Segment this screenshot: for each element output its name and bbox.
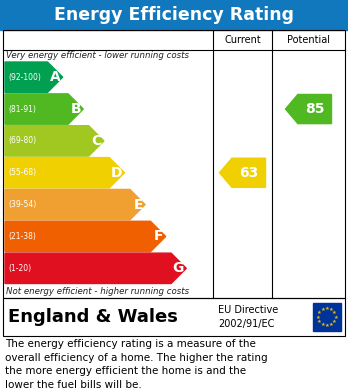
Text: B: B xyxy=(70,102,81,116)
Polygon shape xyxy=(5,221,166,252)
Text: ★: ★ xyxy=(332,310,337,315)
Text: (39-54): (39-54) xyxy=(8,200,36,209)
Text: The energy efficiency rating is a measure of the
overall efficiency of a home. T: The energy efficiency rating is a measur… xyxy=(5,339,268,390)
Text: Current: Current xyxy=(224,35,261,45)
Text: Very energy efficient - lower running costs: Very energy efficient - lower running co… xyxy=(6,51,189,60)
Text: 85: 85 xyxy=(305,102,324,116)
Polygon shape xyxy=(5,94,83,124)
Text: ★: ★ xyxy=(320,307,325,312)
Bar xyxy=(3,30,345,298)
Text: Not energy efficient - higher running costs: Not energy efficient - higher running co… xyxy=(6,287,189,296)
Text: (81-91): (81-91) xyxy=(8,104,36,113)
Bar xyxy=(3,298,345,336)
Text: Energy Efficiency Rating: Energy Efficiency Rating xyxy=(54,6,294,24)
Polygon shape xyxy=(5,253,186,283)
Text: 63: 63 xyxy=(239,166,258,180)
Polygon shape xyxy=(220,158,266,187)
Text: (21-38): (21-38) xyxy=(8,232,36,241)
Text: ★: ★ xyxy=(325,306,329,311)
Text: ★: ★ xyxy=(317,319,322,324)
Text: E: E xyxy=(133,197,143,212)
Text: F: F xyxy=(154,230,164,244)
Text: G: G xyxy=(173,261,184,275)
Text: A: A xyxy=(50,70,61,84)
Polygon shape xyxy=(5,126,104,156)
Text: D: D xyxy=(111,166,122,180)
Text: ★: ★ xyxy=(316,314,321,319)
Text: Potential: Potential xyxy=(287,35,330,45)
Text: ★: ★ xyxy=(317,310,322,315)
Text: England & Wales: England & Wales xyxy=(8,308,178,326)
Text: ★: ★ xyxy=(333,314,338,319)
Text: ★: ★ xyxy=(332,319,337,324)
Text: (69-80): (69-80) xyxy=(8,136,36,145)
Text: (55-68): (55-68) xyxy=(8,168,36,177)
Text: EU Directive
2002/91/EC: EU Directive 2002/91/EC xyxy=(218,305,278,328)
Text: (92-100): (92-100) xyxy=(8,73,41,82)
Text: (1-20): (1-20) xyxy=(8,264,31,273)
Text: ★: ★ xyxy=(325,323,329,328)
Text: C: C xyxy=(92,134,102,148)
Polygon shape xyxy=(5,62,63,92)
Polygon shape xyxy=(5,189,145,220)
Polygon shape xyxy=(285,95,332,124)
Bar xyxy=(313,303,341,331)
Text: ★: ★ xyxy=(329,307,334,312)
Polygon shape xyxy=(5,158,125,188)
Text: ★: ★ xyxy=(329,322,334,327)
Bar xyxy=(0,0,348,30)
Text: ★: ★ xyxy=(320,322,325,327)
